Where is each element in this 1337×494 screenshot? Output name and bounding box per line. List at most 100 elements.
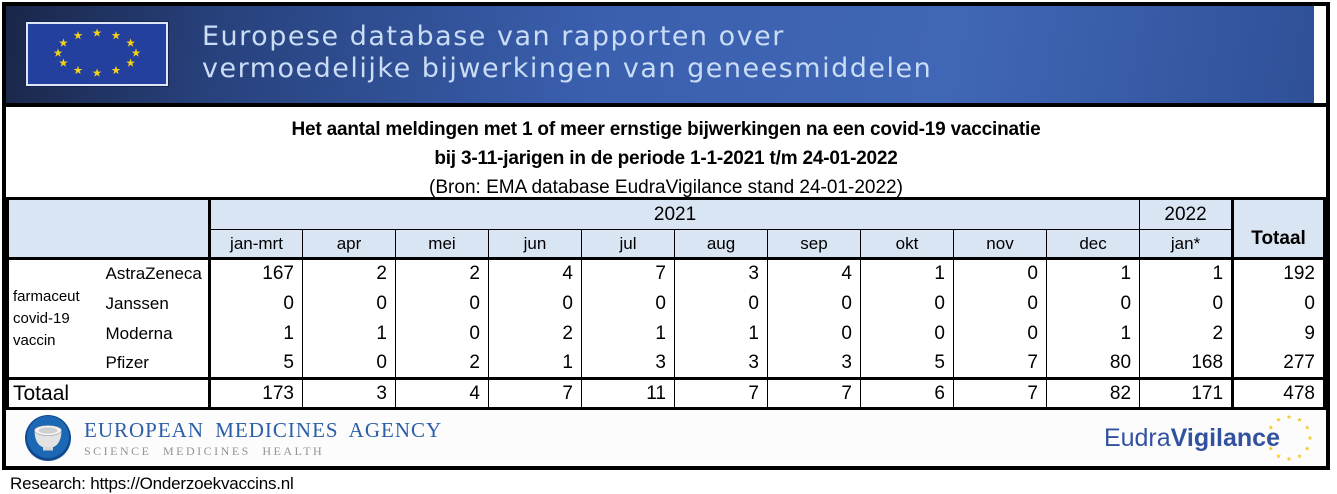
eu-flag — [26, 22, 168, 86]
row-total-cell: 192 — [1231, 258, 1325, 289]
value-cell: 0 — [860, 288, 954, 319]
row-total-cell: 9 — [1231, 318, 1325, 349]
year-header-row: 2021 2022 Totaal — [7, 198, 1325, 260]
value-cell: 2 — [1139, 318, 1233, 349]
value-cell: 7 — [581, 258, 675, 289]
value-cell: 0 — [395, 318, 489, 349]
table-row-janssen: Janssen 0 0 0 0 0 0 0 0 0 0 0 0 — [8, 288, 1325, 319]
value-cell: 0 — [395, 288, 489, 319]
value-cell: 3 — [767, 348, 861, 379]
value-cell: 1 — [1139, 258, 1233, 289]
value-cell: 0 — [208, 288, 303, 319]
eudravigilance-logo: EudraVigilance — [1104, 413, 1313, 461]
ema-agency-name: EUROPEAN MEDICINES AGENCY — [84, 417, 443, 442]
value-cell: 1 — [302, 318, 396, 349]
table-row-moderna: Moderna 1 1 0 2 1 1 0 0 0 1 2 9 — [8, 318, 1325, 349]
value-cell: 80 — [1045, 348, 1140, 379]
total-value-cell: 3 — [302, 377, 396, 409]
value-cell: 0 — [488, 288, 582, 319]
ema-bowl-icon — [25, 415, 71, 461]
total-value-cell: 4 — [395, 377, 489, 409]
row-total-cell: 0 — [1231, 288, 1325, 319]
banner-title-line1: Europese database van rapporten over — [202, 21, 785, 52]
value-cell: 3 — [674, 258, 768, 289]
ema-text-block: EUROPEAN MEDICINES AGENCY SCIENCE MEDICI… — [84, 418, 442, 459]
month-header: nov — [953, 229, 1047, 260]
month-header: aug — [674, 229, 768, 260]
corner-cell — [7, 198, 211, 260]
value-cell: 0 — [1045, 288, 1140, 319]
value-cell: 0 — [860, 318, 954, 349]
total-value-cell: 11 — [581, 377, 675, 409]
month-header: sep — [767, 229, 861, 260]
value-cell: 1 — [1045, 258, 1140, 289]
value-cell: 3 — [581, 348, 675, 379]
eu-banner-background: Europese database van rapporten over ver… — [6, 6, 1314, 103]
month-header-row: jan-mrt apr mei jun jul aug sep okt nov … — [8, 229, 1325, 260]
value-cell: 0 — [674, 288, 768, 319]
value-cell: 2 — [302, 258, 396, 289]
value-cell: 0 — [953, 318, 1047, 349]
value-cell: 7 — [953, 348, 1047, 379]
value-cell: 5 — [860, 348, 954, 379]
value-cell: 5 — [208, 348, 303, 379]
vaccine-name: Moderna — [105, 323, 173, 343]
total-value-cell: 173 — [208, 377, 303, 409]
banner-title: Europese database van rapporten over ver… — [202, 21, 932, 85]
infographic-frame: Europese database van rapporten over ver… — [2, 2, 1330, 470]
research-note: Research: https://Onderzoekvaccins.nl — [10, 474, 294, 493]
value-cell: 167 — [208, 258, 303, 289]
value-cell: 0 — [953, 288, 1047, 319]
value-cell: 0 — [302, 348, 396, 379]
total-value-cell: 7 — [488, 377, 582, 409]
total-value-cell: 82 — [1045, 377, 1140, 409]
eudravigilance-wordmark: EudraVigilance — [1104, 424, 1280, 453]
total-value-cell: 7 — [953, 377, 1047, 409]
total-value-cell: 171 — [1139, 377, 1233, 409]
month-header: mei — [395, 229, 489, 260]
eudra-part2: Vigilance — [1170, 423, 1280, 452]
row-total-cell: 277 — [1231, 348, 1325, 379]
table-row-total: Totaal 173 3 4 7 11 7 7 6 7 82 171 478 — [7, 377, 1325, 409]
value-cell: 4 — [488, 258, 582, 289]
month-header: apr — [302, 229, 396, 260]
value-cell: 168 — [1139, 348, 1233, 379]
value-cell: 1 — [1045, 318, 1140, 349]
heading-line1: Het aantal meldingen met 1 of meer ernst… — [291, 119, 1041, 140]
value-cell: 1 — [674, 318, 768, 349]
table-row-astrazeneca: farmaceut covid-19 vaccin AstraZeneca 16… — [8, 258, 1325, 349]
month-header: jan-mrt — [208, 229, 303, 260]
value-cell: 2 — [395, 348, 489, 379]
month-header: jan* — [1139, 229, 1233, 260]
eu-banner: Europese database van rapporten over ver… — [6, 6, 1326, 107]
ema-logo: EUROPEAN MEDICINES AGENCY SCIENCE MEDICI… — [24, 414, 442, 462]
value-cell: 0 — [953, 258, 1047, 289]
value-cell: 0 — [302, 288, 396, 319]
vaccine-name: Janssen — [105, 293, 169, 313]
value-cell: 1 — [860, 258, 954, 289]
value-cell: 4 — [767, 258, 861, 289]
total-value-cell: 7 — [674, 377, 768, 409]
vaccine-name: Pfizer — [105, 352, 149, 372]
value-cell: 2 — [395, 258, 489, 289]
month-header: dec — [1045, 229, 1140, 260]
heading-source: (Bron: EMA database EudraVigilance stand… — [429, 177, 903, 198]
footer-band: EUROPEAN MEDICINES AGENCY SCIENCE MEDICI… — [6, 410, 1326, 466]
value-cell: 1 — [208, 318, 303, 349]
value-cell: 3 — [674, 348, 768, 379]
value-cell: 0 — [767, 288, 861, 319]
grand-total-cell: 478 — [1231, 377, 1325, 409]
total-value-cell: 7 — [767, 377, 861, 409]
eu-flag-stars-icon — [53, 28, 141, 77]
month-header: jun — [488, 229, 582, 260]
vaccine-name: AstraZeneca — [105, 264, 202, 284]
year-2021-header: 2021 — [207, 198, 1140, 230]
heading-line2: bij 3-11-jarigen in de periode 1-1-2021 … — [434, 148, 898, 169]
year-2022-header: 2022 — [1139, 198, 1233, 230]
month-header: okt — [860, 229, 954, 260]
total-value-cell: 6 — [860, 377, 954, 409]
table-row-pfizer: Pfizer 5 0 2 1 3 3 3 5 7 80 168 277 — [8, 348, 1325, 379]
value-cell: 0 — [1139, 288, 1233, 319]
banner-title-line2: vermoedelijke bijwerkingen van geneesmid… — [202, 53, 933, 84]
month-header: jul — [581, 229, 675, 260]
